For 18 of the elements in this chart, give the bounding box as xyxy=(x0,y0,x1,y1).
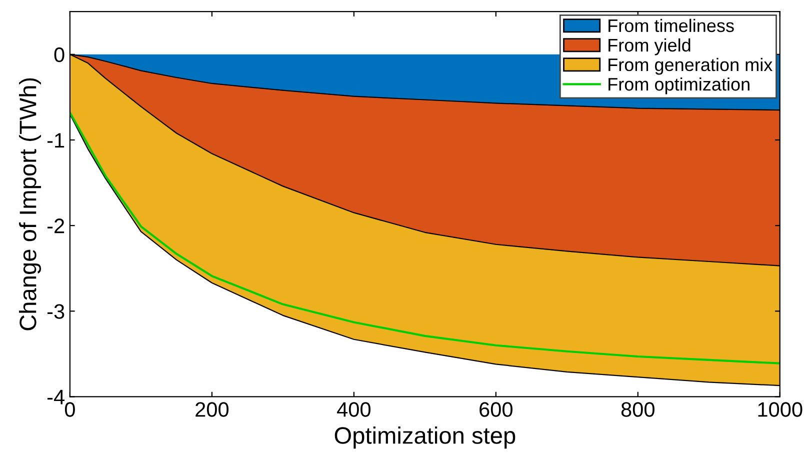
x-tick-label: 1000 xyxy=(758,402,802,417)
y-tick-label: -3 xyxy=(47,304,64,319)
y-tick-label: -1 xyxy=(47,133,64,148)
y-tick-label: -4 xyxy=(47,390,64,404)
y-tick-label: 0 xyxy=(54,47,64,62)
legend-label: From timeliness xyxy=(608,18,734,32)
x-tick-label: 600 xyxy=(480,402,512,417)
y-axis-title: Change of Import (TWh) xyxy=(19,78,42,330)
x-tick-label: 800 xyxy=(621,402,654,417)
y-tick-label: -2 xyxy=(47,218,64,234)
x-axis-title: Optimization step xyxy=(334,426,516,449)
legend-label: From yield xyxy=(608,38,690,56)
line-series xyxy=(70,112,780,364)
x-tick-label: 0 xyxy=(64,402,75,417)
legend-label: From generation mix xyxy=(608,58,772,75)
x-tick-label: 200 xyxy=(196,402,228,417)
legend-label: From optimization xyxy=(608,77,750,94)
x-tick-label: 400 xyxy=(337,402,370,417)
